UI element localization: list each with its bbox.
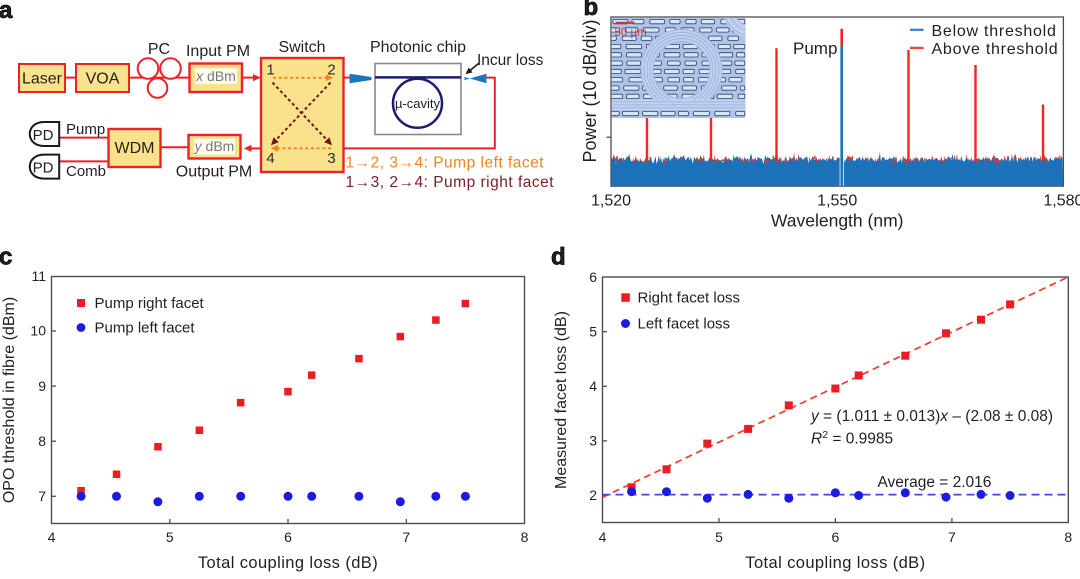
svg-text:Left facet loss: Left facet loss — [638, 316, 731, 333]
svg-text:Total coupling loss (dB): Total coupling loss (dB) — [198, 554, 378, 572]
svg-text:Pump: Pump — [66, 121, 105, 138]
svg-text:y = (1.011 ± 0.013)x – (2.08 ±: y = (1.011 ± 0.013)x – (2.08 ± 0.08) — [810, 408, 1053, 425]
svg-text:Output PM: Output PM — [176, 164, 252, 181]
svg-text:5: 5 — [166, 529, 174, 545]
svg-text:Pump right facet: Pump right facet — [95, 295, 205, 312]
svg-text:Laser: Laser — [22, 71, 63, 88]
svg-text:Incur loss: Incur loss — [477, 52, 544, 69]
svg-text:7: 7 — [948, 529, 956, 545]
svg-text:4: 4 — [589, 378, 597, 394]
svg-text:y dBm: y dBm — [194, 138, 235, 154]
svg-text:Photonic chip: Photonic chip — [370, 39, 466, 56]
svg-text:1,580: 1,580 — [1043, 193, 1080, 210]
svg-text:1→2, 3→4: Pump left facet: 1→2, 3→4: Pump left facet — [346, 155, 545, 172]
svg-text:8: 8 — [521, 529, 529, 545]
svg-text:5: 5 — [715, 529, 723, 545]
svg-text:4: 4 — [266, 150, 274, 167]
svg-text:Power (10 dB/div): Power (10 dB/div) — [580, 19, 600, 162]
svg-text:8: 8 — [1064, 529, 1072, 545]
svg-text:Wavelength (nm): Wavelength (nm) — [771, 211, 904, 231]
svg-text:Total coupling loss (dB): Total coupling loss (dB) — [745, 554, 925, 572]
svg-text:µ-cavity: µ-cavity — [395, 96, 441, 111]
svg-text:a: a — [0, 0, 13, 24]
svg-text:PD: PD — [33, 160, 54, 177]
svg-text:VOA: VOA — [86, 71, 120, 88]
svg-text:PD: PD — [33, 127, 54, 144]
svg-text:1,520: 1,520 — [591, 193, 631, 210]
svg-text:8: 8 — [38, 433, 46, 449]
svg-text:3: 3 — [589, 433, 597, 449]
svg-text:3: 3 — [327, 150, 335, 167]
svg-text:Pump left facet: Pump left facet — [95, 320, 196, 337]
svg-text:1→3, 2→4: Pump right facet: 1→3, 2→4: Pump right facet — [346, 174, 555, 191]
svg-text:OPO threshold in fibre (dBm): OPO threshold in fibre (dBm) — [1, 297, 18, 503]
svg-text:R2 = 0.9985: R2 = 0.9985 — [811, 429, 893, 448]
svg-text:c: c — [0, 244, 12, 271]
svg-text:50 µm: 50 µm — [615, 27, 647, 39]
svg-text:6: 6 — [284, 529, 292, 545]
svg-text:5: 5 — [589, 323, 597, 339]
svg-text:Average = 2.016: Average = 2.016 — [878, 474, 992, 491]
svg-text:9: 9 — [38, 378, 46, 394]
svg-text:10: 10 — [30, 323, 46, 339]
svg-text:7: 7 — [402, 529, 410, 545]
svg-text:2: 2 — [327, 62, 335, 79]
svg-text:PC: PC — [148, 41, 170, 58]
svg-text:WDM: WDM — [115, 140, 155, 157]
svg-text:1: 1 — [266, 62, 274, 79]
svg-text:d: d — [551, 244, 566, 271]
svg-text:4: 4 — [599, 529, 607, 545]
svg-text:6: 6 — [589, 269, 597, 285]
svg-text:Pump: Pump — [793, 39, 837, 58]
svg-text:b: b — [584, 0, 599, 21]
svg-text:2: 2 — [589, 487, 597, 503]
svg-text:Measured facet loss (dB): Measured facet loss (dB) — [553, 311, 570, 489]
svg-text:1,550: 1,550 — [817, 193, 857, 210]
svg-text:7: 7 — [38, 488, 46, 504]
svg-text:Comb: Comb — [66, 163, 106, 180]
svg-text:4: 4 — [48, 529, 56, 545]
svg-text:Below threshold: Below threshold — [932, 23, 1057, 40]
svg-text:11: 11 — [31, 268, 46, 284]
svg-text:6: 6 — [832, 529, 840, 545]
svg-text:Switch: Switch — [278, 39, 325, 56]
svg-text:Input PM: Input PM — [186, 43, 250, 60]
svg-text:Above threshold: Above threshold — [932, 41, 1059, 58]
svg-text:x dBm: x dBm — [195, 68, 236, 84]
svg-text:Right facet loss: Right facet loss — [638, 290, 741, 307]
